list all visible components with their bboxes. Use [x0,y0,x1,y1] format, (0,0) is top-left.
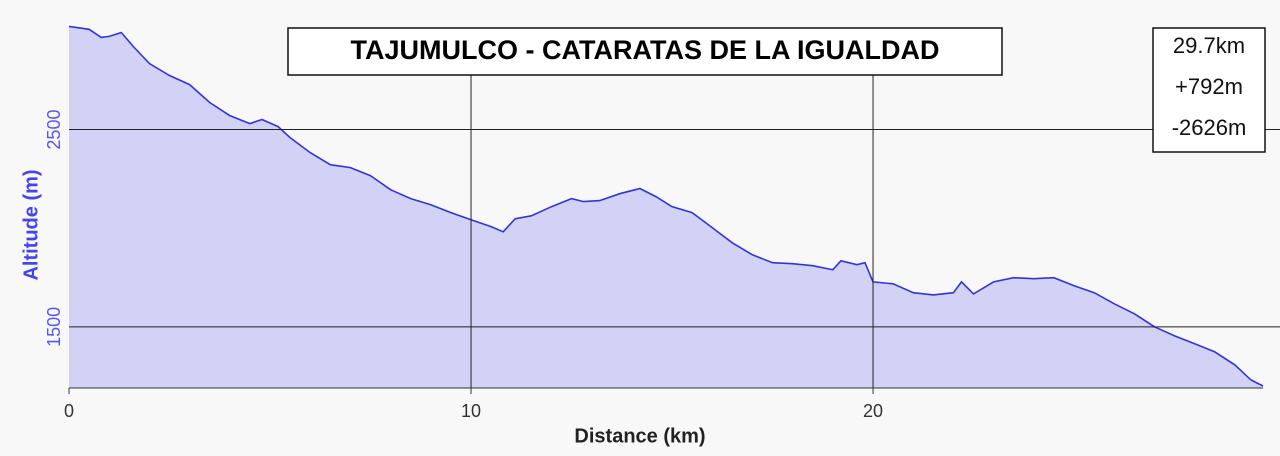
x-tick-label: 0 [64,401,74,421]
y-axis-label: Altitude (m) [20,169,42,280]
title-frame [287,27,1003,76]
elevation-line [68,25,1264,387]
x-axis-label: Distance (km) [574,425,705,447]
stat-value: 29.7km [1173,33,1245,58]
y-tick-label: 2500 [44,110,64,150]
y-tick-label: 1500 [44,307,64,347]
area-fill [69,26,1263,389]
stat-value: -2626m [1172,115,1247,140]
x-tick-label: 10 [461,401,481,421]
stats-frame [1152,27,1266,153]
title-box: TAJUMULCO - CATARATAS DE LA IGUALDAD [287,27,1003,76]
stat-value: +792m [1175,74,1243,99]
stats-box: 29.7km +792m -2626m [1152,27,1266,153]
chart-title: TAJUMULCO - CATARATAS DE LA IGUALDAD [351,35,940,65]
x-tick-label: 20 [863,401,883,421]
